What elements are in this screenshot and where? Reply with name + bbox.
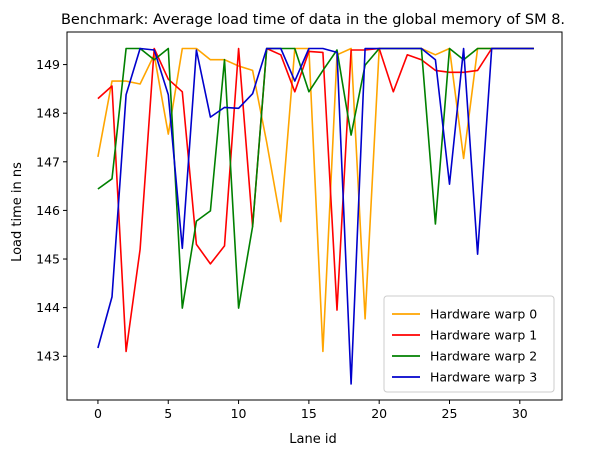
x-tick-label: 15 xyxy=(301,406,317,421)
y-tick-label: 143 xyxy=(36,349,60,364)
series-line-hardware-warp-2 xyxy=(97,47,534,309)
y-axis: 143 144 145 146 147 148 149 xyxy=(36,57,67,364)
legend-label: Hardware warp 2 xyxy=(430,349,537,364)
x-tick-label: 25 xyxy=(442,406,458,421)
x-tick-label: 10 xyxy=(231,406,247,421)
x-tick-label: 5 xyxy=(164,406,172,421)
y-tick-label: 146 xyxy=(36,203,60,218)
y-axis-label: Load time in ns xyxy=(10,162,25,262)
y-tick-label: 144 xyxy=(36,300,60,315)
x-axis-label: Lane id xyxy=(289,432,336,447)
legend-label: Hardware warp 1 xyxy=(430,328,537,343)
x-tick-label: 30 xyxy=(512,406,528,421)
legend-box xyxy=(383,295,555,393)
chart-title: Benchmark: Average load time of data in … xyxy=(61,12,565,28)
y-tick-label: 145 xyxy=(36,252,60,267)
legend-label: Hardware warp 0 xyxy=(430,307,537,322)
y-tick-label: 148 xyxy=(36,106,60,121)
x-tick-label: 20 xyxy=(371,406,387,421)
series-lines xyxy=(97,47,534,385)
y-tick-label: 147 xyxy=(36,154,60,169)
legend: Hardware warp 0 Hardware warp 1 Hardware w… xyxy=(383,295,555,393)
x-tick-label: 0 xyxy=(94,406,102,421)
plot-area xyxy=(66,31,563,401)
y-tick-label: 149 xyxy=(36,57,60,72)
x-axis: 0 5 10 15 20 25 30 xyxy=(94,400,528,421)
series-line-hardware-warp-3 xyxy=(97,47,534,385)
legend-label: Hardware warp 3 xyxy=(430,370,537,385)
